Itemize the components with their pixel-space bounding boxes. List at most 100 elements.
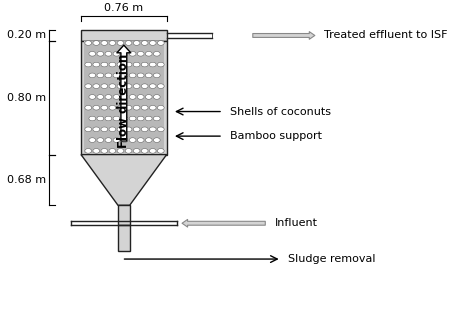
Circle shape — [109, 62, 116, 67]
Circle shape — [149, 84, 156, 89]
Circle shape — [93, 149, 100, 153]
Circle shape — [133, 105, 140, 110]
Circle shape — [129, 95, 136, 99]
Circle shape — [101, 62, 108, 67]
Circle shape — [149, 41, 156, 45]
Circle shape — [121, 95, 128, 99]
Circle shape — [129, 51, 136, 56]
Circle shape — [97, 73, 104, 78]
Circle shape — [154, 95, 160, 99]
Circle shape — [93, 62, 100, 67]
Circle shape — [154, 138, 160, 142]
Circle shape — [137, 138, 144, 142]
Text: 0.20 m: 0.20 m — [7, 31, 46, 41]
Circle shape — [109, 84, 116, 89]
Circle shape — [105, 51, 112, 56]
FancyBboxPatch shape — [81, 41, 167, 154]
Polygon shape — [81, 154, 167, 205]
Circle shape — [157, 149, 164, 153]
Circle shape — [121, 138, 128, 142]
Circle shape — [157, 41, 164, 45]
Circle shape — [146, 73, 152, 78]
Circle shape — [121, 116, 128, 121]
Circle shape — [117, 62, 124, 67]
Circle shape — [113, 138, 120, 142]
Circle shape — [85, 127, 91, 132]
Circle shape — [129, 73, 136, 78]
Circle shape — [141, 149, 148, 153]
Circle shape — [129, 116, 136, 121]
Circle shape — [109, 127, 116, 132]
Circle shape — [117, 127, 124, 132]
Circle shape — [121, 51, 128, 56]
Circle shape — [141, 62, 148, 67]
Circle shape — [89, 73, 96, 78]
Circle shape — [149, 105, 156, 110]
Circle shape — [113, 73, 120, 78]
Circle shape — [133, 62, 140, 67]
Circle shape — [146, 95, 152, 99]
Circle shape — [157, 62, 164, 67]
Circle shape — [113, 51, 120, 56]
Circle shape — [125, 62, 132, 67]
Circle shape — [133, 127, 140, 132]
Circle shape — [154, 73, 160, 78]
Circle shape — [89, 116, 96, 121]
Circle shape — [101, 149, 108, 153]
Circle shape — [109, 149, 116, 153]
Circle shape — [117, 84, 124, 89]
Circle shape — [137, 95, 144, 99]
Circle shape — [149, 127, 156, 132]
Circle shape — [117, 41, 124, 45]
Circle shape — [133, 41, 140, 45]
Circle shape — [157, 84, 164, 89]
Circle shape — [89, 51, 96, 56]
Circle shape — [117, 105, 124, 110]
Circle shape — [101, 84, 108, 89]
Circle shape — [101, 105, 108, 110]
Text: Treated effluent to ISF: Treated effluent to ISF — [324, 31, 448, 41]
Circle shape — [85, 105, 91, 110]
Circle shape — [133, 84, 140, 89]
Circle shape — [141, 41, 148, 45]
Text: Shells of coconuts: Shells of coconuts — [230, 106, 331, 117]
Circle shape — [113, 95, 120, 99]
Circle shape — [101, 41, 108, 45]
Circle shape — [97, 116, 104, 121]
Circle shape — [121, 73, 128, 78]
Circle shape — [105, 116, 112, 121]
FancyBboxPatch shape — [84, 41, 164, 153]
Circle shape — [125, 127, 132, 132]
Circle shape — [125, 149, 132, 153]
Text: 0.68 m: 0.68 m — [7, 175, 46, 185]
Circle shape — [93, 41, 100, 45]
FancyBboxPatch shape — [81, 30, 167, 41]
Circle shape — [117, 149, 124, 153]
Circle shape — [137, 73, 144, 78]
Circle shape — [154, 51, 160, 56]
Circle shape — [89, 138, 96, 142]
Circle shape — [105, 73, 112, 78]
Circle shape — [105, 138, 112, 142]
Circle shape — [97, 138, 104, 142]
Circle shape — [113, 116, 120, 121]
Circle shape — [105, 95, 112, 99]
Text: 0.76 m: 0.76 m — [104, 2, 144, 12]
FancyBboxPatch shape — [118, 225, 130, 251]
Text: Influent: Influent — [275, 218, 318, 228]
Circle shape — [93, 127, 100, 132]
Text: Bamboo support: Bamboo support — [230, 131, 322, 141]
Circle shape — [141, 84, 148, 89]
Circle shape — [157, 105, 164, 110]
Circle shape — [97, 51, 104, 56]
Circle shape — [125, 41, 132, 45]
Circle shape — [146, 51, 152, 56]
Circle shape — [141, 105, 148, 110]
Circle shape — [93, 84, 100, 89]
Circle shape — [89, 95, 96, 99]
Text: 0.80 m: 0.80 m — [7, 93, 46, 103]
Text: Sludge removal: Sludge removal — [288, 254, 376, 264]
Circle shape — [125, 105, 132, 110]
Circle shape — [97, 95, 104, 99]
Circle shape — [85, 62, 91, 67]
